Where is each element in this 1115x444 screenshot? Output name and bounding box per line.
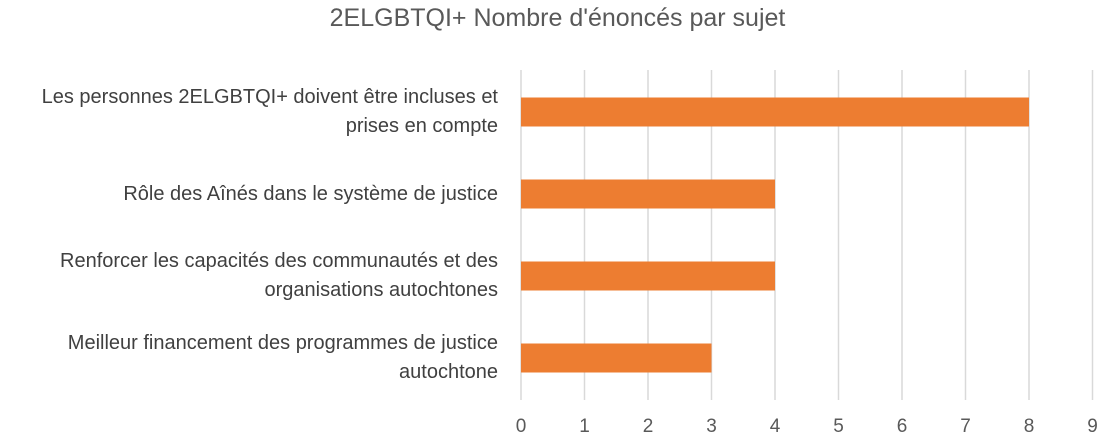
- chart-title: 2ELGBTQI+ Nombre d'énoncés par sujet: [329, 4, 786, 32]
- x-tick-label: 8: [1024, 416, 1035, 437]
- bar-0: [521, 97, 1029, 127]
- x-tick-label: 5: [833, 416, 844, 437]
- x-tick-label: 7: [960, 416, 971, 437]
- bar-3: [521, 343, 712, 373]
- category-label-line: Renforcer les capacités des communautés …: [60, 250, 498, 272]
- x-tick-label: 1: [579, 416, 590, 437]
- x-tick-label: 0: [516, 416, 527, 437]
- category-label-line: autochtone: [399, 361, 498, 383]
- x-tick-label: 9: [1087, 416, 1098, 437]
- category-label: Rôle des Aînés dans le système de justic…: [0, 180, 498, 209]
- category-label: Meilleur financement des programmes de j…: [0, 329, 498, 387]
- category-label-line: prises en compte: [345, 115, 498, 137]
- bar-1: [521, 179, 775, 209]
- category-label-line: Rôle des Aînés dans le système de justic…: [123, 182, 498, 205]
- category-label: Renforcer les capacités des communautés …: [0, 247, 498, 305]
- x-tick-label: 3: [706, 416, 717, 437]
- x-tick-label: 2: [643, 416, 654, 437]
- x-tick-label: 4: [770, 416, 781, 437]
- category-label: Les personnes 2ELGBTQI+ doivent être inc…: [0, 83, 498, 141]
- category-label-line: Meilleur financement des programmes de j…: [67, 332, 498, 354]
- bar-2: [521, 261, 775, 291]
- category-label-line: Les personnes 2ELGBTQI+ doivent être inc…: [41, 86, 498, 108]
- x-tick-label: 6: [897, 416, 908, 437]
- category-label-line: organisations autochtones: [264, 279, 499, 301]
